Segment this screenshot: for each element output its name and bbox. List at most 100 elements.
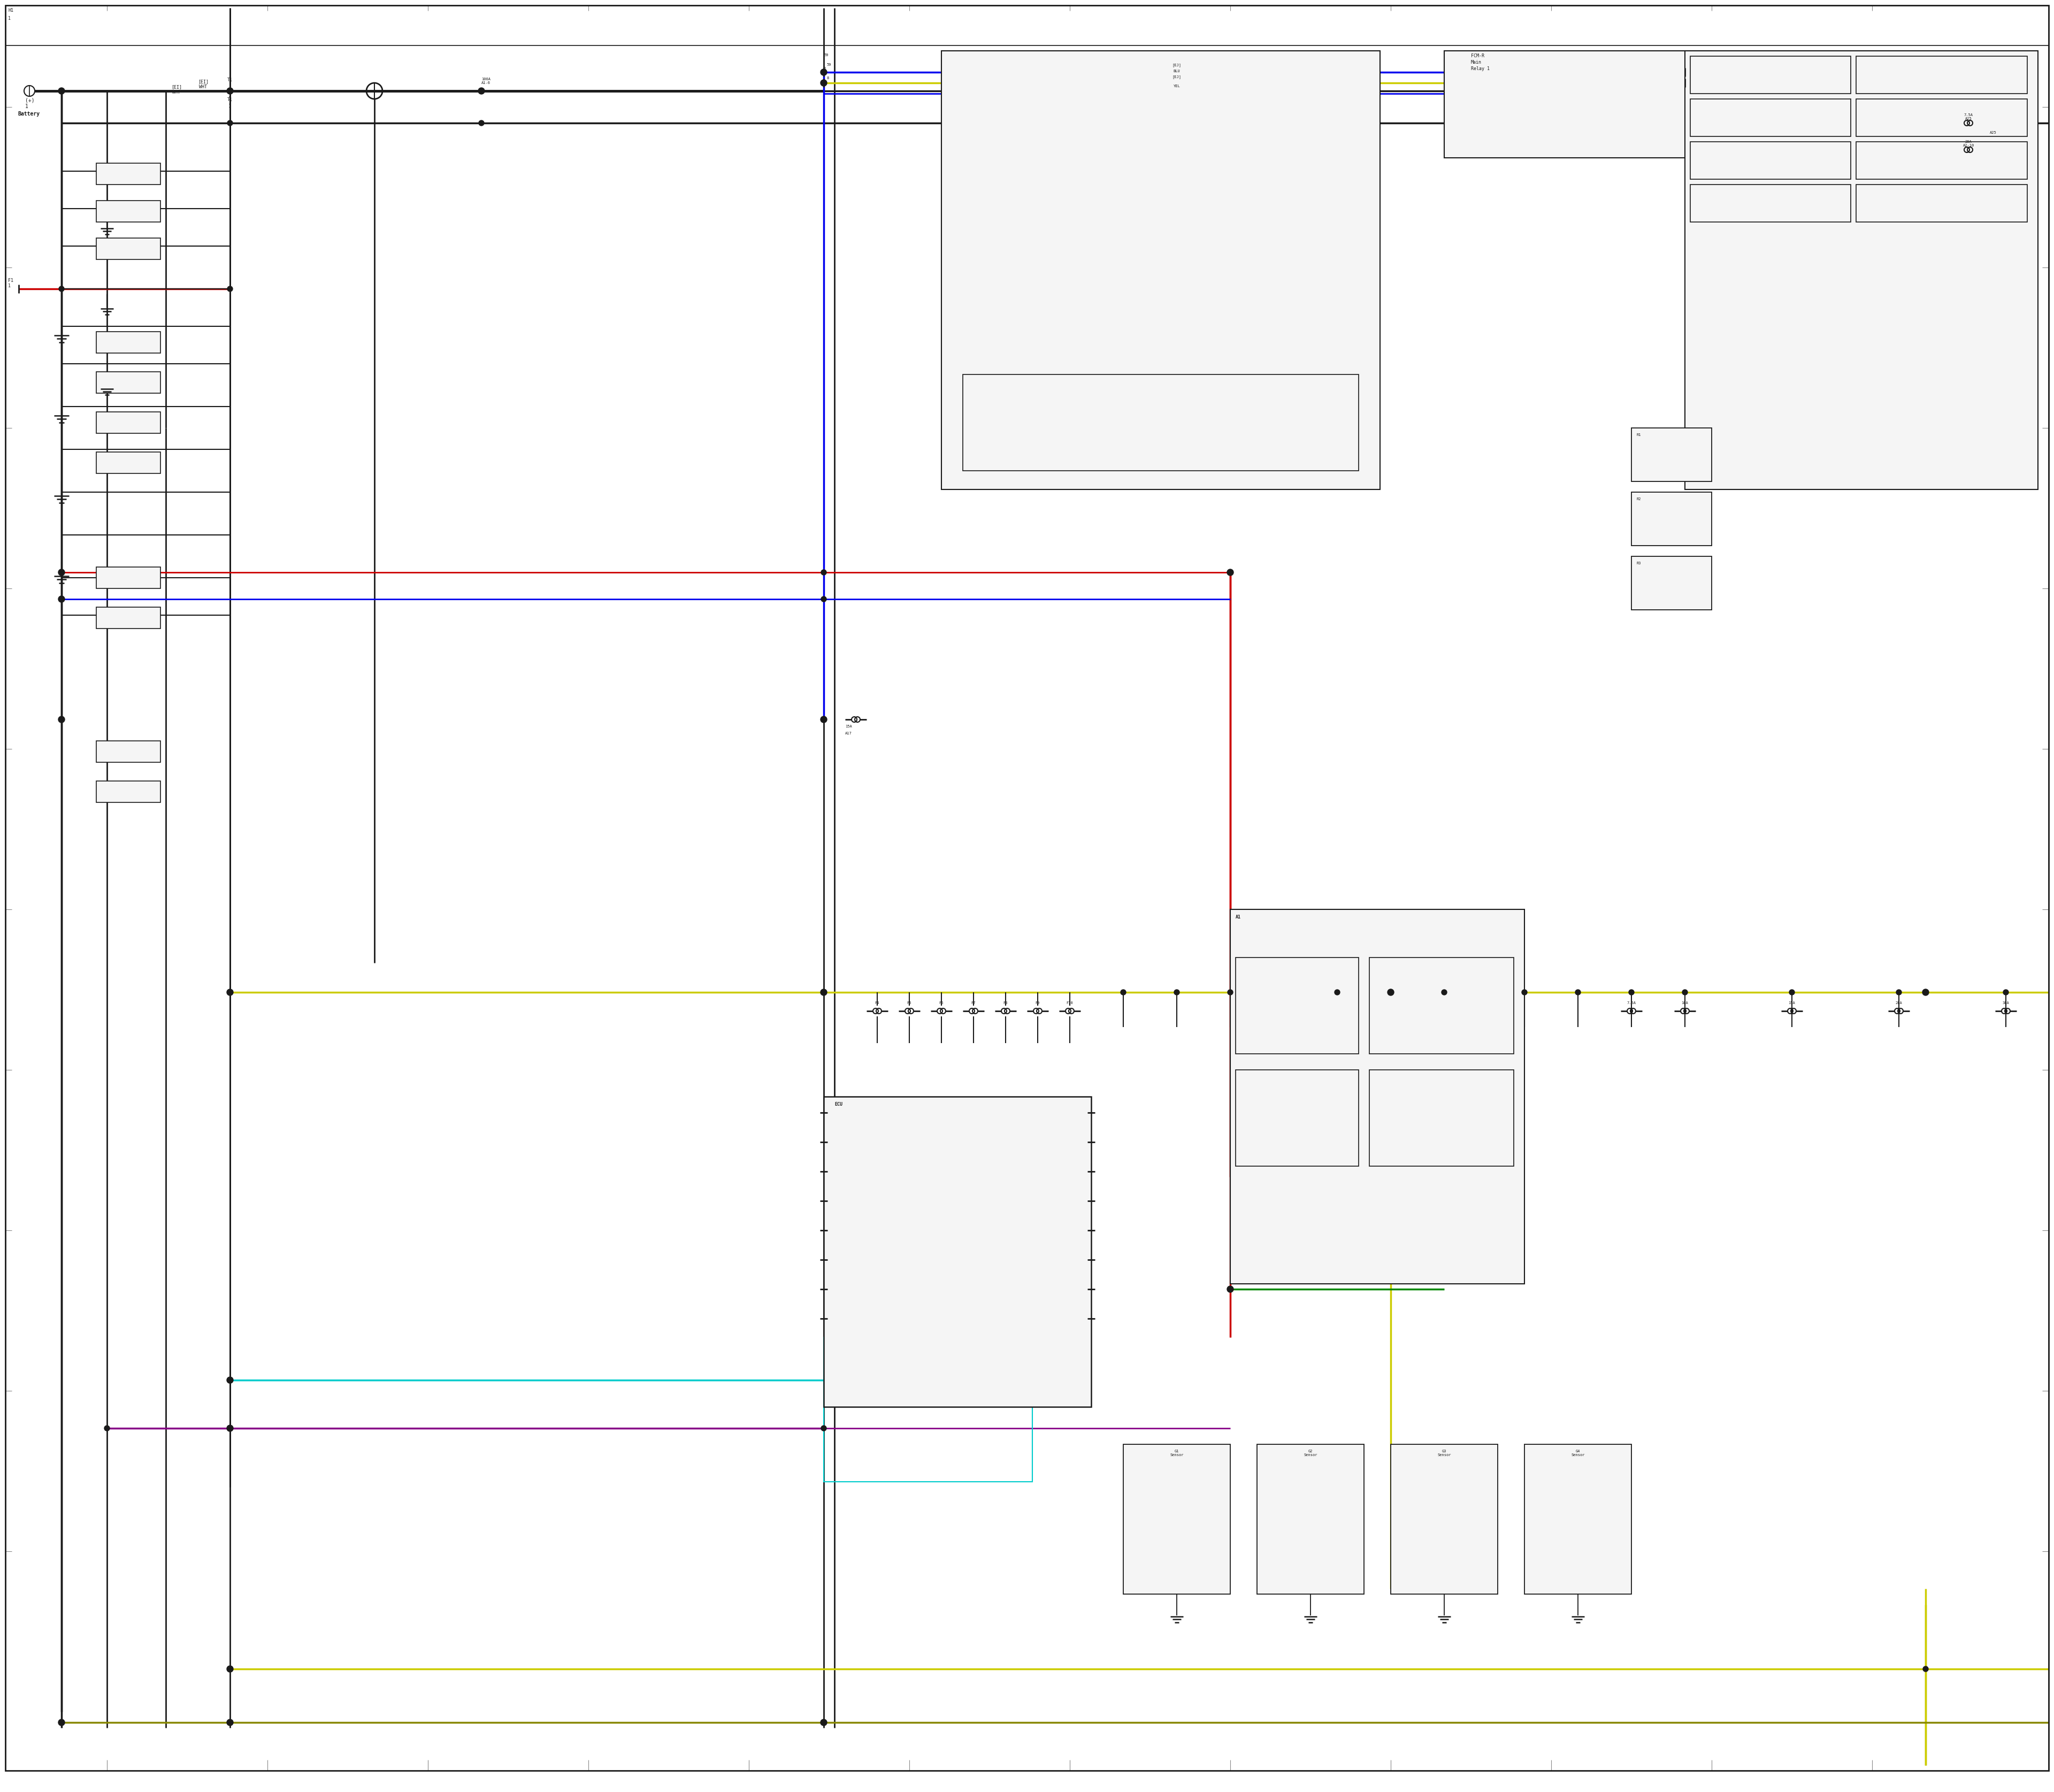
Circle shape [1923,1667,1929,1672]
Text: [EJ]: [EJ] [1173,63,1181,66]
Circle shape [820,70,828,75]
Text: Battery: Battery [18,111,39,116]
Circle shape [820,79,828,86]
Text: F5: F5 [908,1002,912,1005]
Bar [97,201,160,222]
Text: R2: R2 [1637,498,1641,500]
Bar [1690,99,1851,136]
Circle shape [58,597,66,602]
Circle shape [60,287,64,292]
Text: 30A: 30A [2003,1002,2009,1005]
Text: F6: F6 [939,1002,943,1005]
Circle shape [822,1720,826,1726]
Circle shape [228,120,232,125]
Circle shape [60,597,64,602]
Circle shape [226,989,234,996]
Circle shape [1575,989,1582,995]
Bar [97,332,160,353]
Text: T1: T1 [228,97,232,102]
Circle shape [1923,989,1929,996]
Text: 59: 59 [826,63,832,66]
Circle shape [1175,989,1179,995]
Text: A25: A25 [1990,131,1996,134]
Text: A17: A17 [844,731,852,735]
Bar [963,375,1358,471]
Text: A1: A1 [1237,914,1241,919]
Bar [824,1097,1091,1407]
Text: 1: 1 [25,104,29,109]
Circle shape [822,717,826,722]
Text: 7.5A
A25: 7.5A A25 [1964,113,1974,120]
Text: 1: 1 [8,16,10,22]
Text: G3
Sensor: G3 Sensor [1438,1450,1450,1457]
Bar [1124,1444,1230,1595]
Text: F1: F1 [8,278,14,283]
Circle shape [58,717,66,722]
Text: 7.5A: 7.5A [1627,1002,1635,1005]
Circle shape [226,1425,234,1432]
Text: 8: 8 [826,77,828,79]
Text: 59: 59 [824,54,828,57]
Circle shape [228,88,232,93]
Bar [1690,185,1851,222]
Bar [97,238,160,260]
Text: G2
Sensor: G2 Sensor [1304,1450,1317,1457]
Circle shape [226,1719,234,1726]
Circle shape [60,88,64,93]
Text: G1
Sensor: G1 Sensor [1171,1450,1183,1457]
Circle shape [1228,570,1232,575]
Bar [1690,142,1851,179]
Text: Main: Main [1471,59,1481,65]
Bar [1237,957,1358,1054]
Bar [1370,957,1514,1054]
Text: R1: R1 [1637,434,1641,437]
Text: ECU: ECU [834,1102,842,1107]
Bar [1631,428,1711,482]
Text: [EI]: [EI] [197,79,210,84]
Circle shape [820,717,828,722]
Bar [1391,1444,1497,1595]
Text: 8: 8 [824,66,826,70]
Circle shape [479,120,485,125]
Circle shape [822,717,826,722]
Circle shape [60,1720,64,1726]
Bar [97,781,160,803]
Circle shape [1442,989,1446,995]
Circle shape [1389,989,1395,996]
Bar [97,371,160,392]
Text: FCM-R: FCM-R [1471,54,1485,59]
Text: BLU: BLU [1173,70,1181,73]
Bar [1257,1444,1364,1595]
Text: F4: F4 [875,1002,879,1005]
Bar [97,607,160,629]
Text: WHT: WHT [199,84,207,90]
Bar [1230,909,1524,1283]
Text: (+): (+) [25,97,35,102]
Text: R3: R3 [1637,561,1641,564]
Bar [1444,50,1711,158]
Circle shape [1789,989,1795,995]
Circle shape [822,1426,826,1432]
Bar [97,566,160,588]
Text: 20A: 20A [1896,1002,1902,1005]
Circle shape [58,570,66,575]
Text: H1: H1 [8,7,14,13]
Circle shape [1896,989,1902,995]
Circle shape [820,989,828,996]
Circle shape [479,88,485,95]
Circle shape [1522,989,1526,995]
Circle shape [1389,989,1393,995]
Circle shape [58,1719,66,1726]
Text: 20A
A2-10: 20A A2-10 [1964,140,1974,147]
Bar [97,412,160,434]
Text: 10A: 10A [1682,1002,1688,1005]
Bar [1237,1070,1358,1167]
Circle shape [1389,989,1393,995]
Text: G4
Sensor: G4 Sensor [1571,1450,1586,1457]
Circle shape [1682,989,1688,995]
Circle shape [820,1719,828,1726]
Circle shape [1226,1287,1234,1292]
Text: F8: F8 [1002,1002,1009,1005]
Text: F9: F9 [1035,1002,1039,1005]
Circle shape [1121,989,1126,995]
